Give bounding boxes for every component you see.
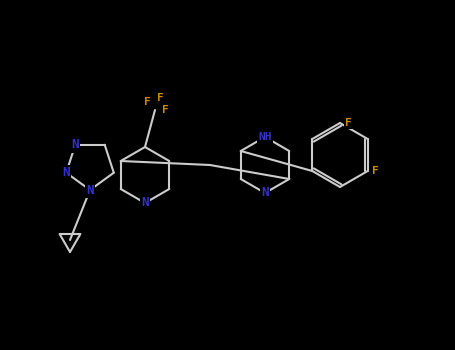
Text: N: N: [62, 166, 70, 179]
Text: N: N: [261, 187, 269, 199]
Text: F: F: [157, 93, 163, 103]
Text: F: F: [372, 166, 379, 176]
Text: F: F: [344, 118, 351, 128]
Text: N: N: [86, 183, 94, 196]
Text: F: F: [162, 105, 168, 115]
Text: N: N: [141, 196, 149, 210]
Text: N: N: [71, 138, 79, 151]
Text: NH: NH: [258, 132, 272, 142]
Text: F: F: [144, 97, 150, 107]
